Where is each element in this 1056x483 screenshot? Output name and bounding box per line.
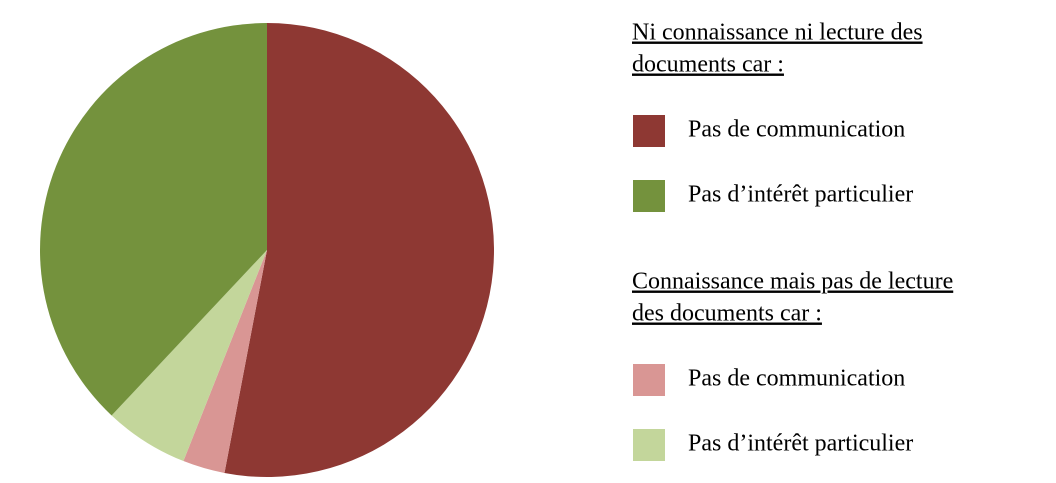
legend-title: des documents car :	[632, 301, 822, 327]
legend-swatch	[633, 115, 665, 147]
legend-swatch	[633, 364, 665, 396]
pie-slice	[39, 23, 267, 416]
legend-label: Pas d’intérêt particulier	[688, 182, 913, 208]
legend-title: Connaissance mais pas de lecture	[632, 269, 953, 295]
legend-swatch	[633, 429, 665, 461]
pie-slice	[183, 250, 267, 473]
legend-label: Pas d’intérêt particulier	[688, 431, 913, 457]
pie-slice	[111, 250, 267, 462]
legend-label: Pas de communication	[688, 366, 905, 392]
legend-label: Pas de communication	[688, 117, 905, 143]
legend-title: Ni connaissance ni lecture des	[632, 20, 923, 46]
legend-swatch	[633, 180, 665, 212]
pie-slice	[224, 23, 494, 477]
legend-title: documents car :	[632, 52, 784, 78]
